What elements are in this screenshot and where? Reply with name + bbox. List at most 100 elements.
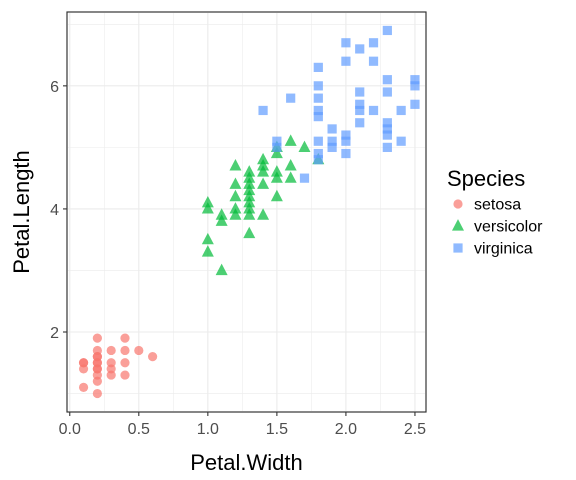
setosa-point [92,388,102,399]
y-tick-label: 4 [50,202,59,219]
setosa-point [134,345,144,356]
versicolor-point [215,263,228,276]
virginica-point [410,75,420,85]
legend-entry-virginica: virginica [453,241,533,258]
setosa-point [106,345,116,356]
versicolor-point [229,159,242,171]
versicolor-point [243,165,256,177]
versicolor-point [229,202,242,214]
y-axis-title: Petal.Length [9,150,34,274]
versicolor-point [284,134,297,146]
y-tick-label: 2 [50,325,59,342]
versicolor-point [257,165,270,177]
setosa-point [92,345,102,356]
virginica-point [341,38,351,48]
legend-key-triangle [452,219,464,231]
data-points [78,25,420,399]
virginica-point [313,93,323,103]
versicolor-point [229,208,242,220]
virginica-point [313,62,323,72]
minor-gridlines [67,12,426,412]
versicolor-point [243,171,256,183]
x-axis-title: Petal.Width [190,450,303,475]
x-tick-label: 0.0 [59,421,81,438]
versicolor-point [298,140,311,153]
legend-label: versicolor [474,219,543,236]
versicolor-point [270,171,283,183]
virginica-point [258,105,268,116]
versicolor-point [270,165,283,177]
virginica-point [313,105,323,116]
setosa-point [78,382,89,392]
versicolor-point [243,226,256,239]
setosa-point [120,333,130,343]
virginica-point [341,130,351,140]
legend-key-square [453,243,463,253]
virginica-point [355,44,365,54]
setosa-point [78,358,89,368]
versicolor-point [229,177,242,189]
setosa-point [106,358,116,368]
virginica-point [368,38,379,48]
virginica-point [382,130,392,140]
virginica-point [313,136,323,146]
virginica-point [382,25,392,36]
versicolor-point [257,177,270,189]
y-axis-ticks: 2 4 6 [50,79,67,342]
series-virginica [258,25,420,183]
virginica-point [313,148,323,159]
versicolor-point [201,202,214,214]
legend-key-circle [453,199,463,209]
versicolor-point [243,183,256,196]
virginica-point [341,148,351,159]
virginica-point [341,136,351,146]
legend-label: virginica [474,241,533,258]
x-tick-label: 1.0 [197,421,219,438]
virginica-point [341,56,351,66]
virginica-point [327,136,337,146]
setosa-point [120,370,130,380]
setosa-point [120,345,130,356]
virginica-point [299,173,310,183]
virginica-point [286,93,296,103]
x-tick-label: 2.0 [335,421,357,438]
versicolor-point [201,245,214,257]
virginica-point [368,105,379,116]
series-setosa [78,333,158,399]
versicolor-point [243,189,256,202]
y-tick-label: 6 [50,79,59,96]
versicolor-point [284,171,297,183]
virginica-point [313,112,323,122]
versicolor-point [284,159,297,171]
setosa-point [92,333,102,343]
legend-title: Species [447,166,525,191]
versicolor-point [257,159,270,171]
virginica-point [355,87,365,97]
legend: Species setosa versicolor virginica [447,166,543,258]
setosa-point [120,358,130,368]
virginica-point [396,136,406,146]
legend-entry-versicolor: versicolor [452,219,543,236]
virginica-point [382,118,392,128]
x-tick-label: 2.5 [404,421,426,438]
versicolor-point [243,202,256,214]
versicolor-point [201,232,214,245]
versicolor-point [229,189,242,202]
virginica-point [382,124,392,134]
legend-label: setosa [474,197,521,214]
x-tick-label: 0.5 [128,421,150,438]
setosa-point [148,352,158,362]
major-gridlines [67,12,426,412]
versicolor-point [270,189,283,202]
virginica-point [327,142,337,152]
versicolor-point [243,195,256,208]
virginica-point [313,155,323,165]
virginica-point [368,56,379,66]
virginica-point [355,99,365,109]
virginica-point [410,99,420,109]
virginica-point [382,75,392,85]
versicolor-point [201,195,214,208]
versicolor-point [257,152,270,165]
plot-border [66,11,427,413]
